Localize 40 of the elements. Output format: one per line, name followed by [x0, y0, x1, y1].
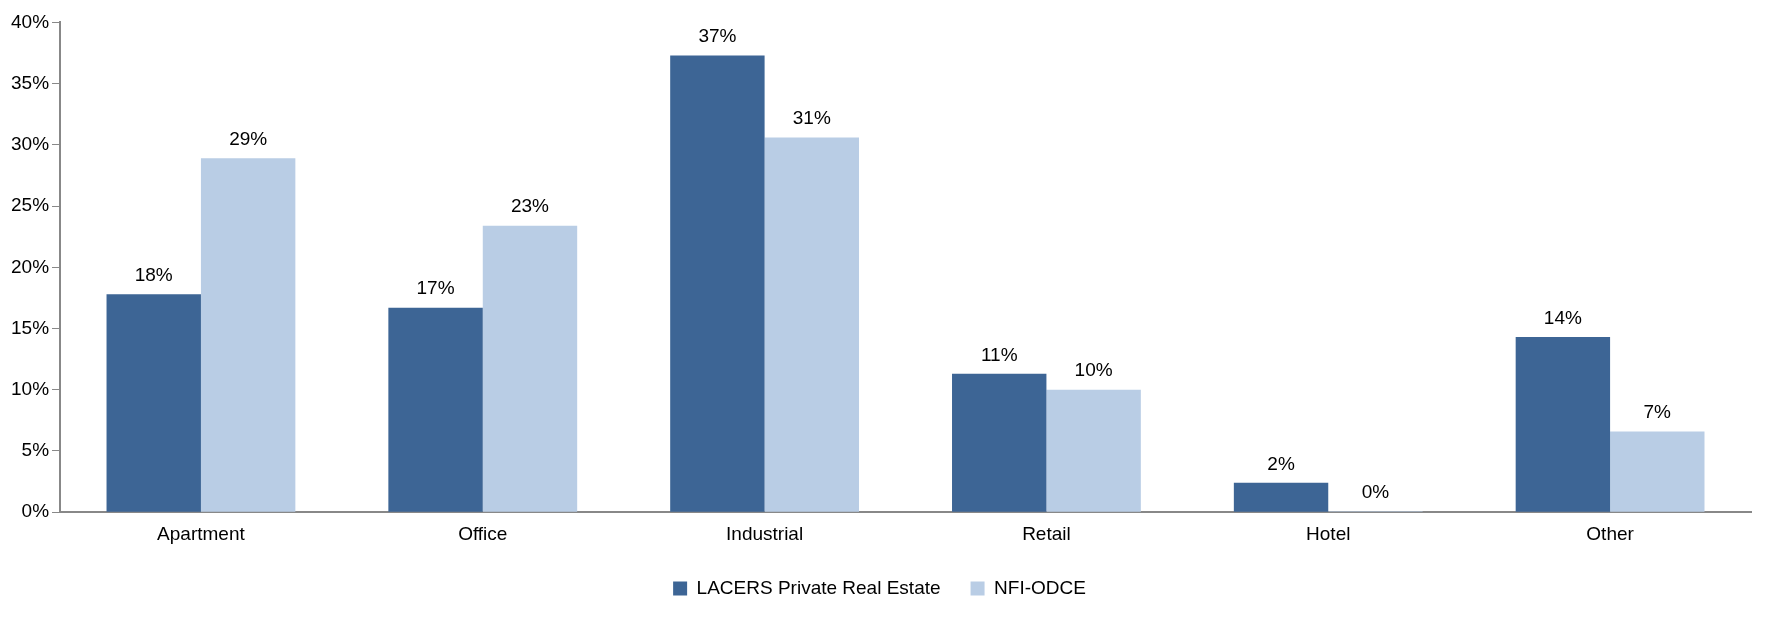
y-tick-label: 25% [11, 194, 50, 216]
bar [764, 137, 860, 512]
bar [670, 55, 765, 512]
x-tick-label: Hotel [1306, 522, 1351, 544]
data-label: 23% [510, 195, 550, 217]
y-tick-label: 40% [11, 10, 50, 32]
y-tick-label: 20% [11, 255, 50, 277]
data-label: 14% [1543, 306, 1582, 328]
y-tick-label: 5% [21, 439, 50, 461]
x-tick-label: Retail [1022, 522, 1071, 544]
y-tick-label: 15% [11, 316, 50, 338]
data-label: 0% [1361, 480, 1390, 502]
y-tick-label: 35% [11, 71, 50, 93]
data-label: 29% [229, 128, 268, 150]
data-label: 31% [792, 107, 831, 129]
bar [1610, 431, 1705, 512]
y-tick-label: 10% [11, 377, 50, 399]
y-tick-label: 30% [11, 133, 50, 155]
bar [1046, 389, 1141, 512]
bar [482, 225, 578, 512]
y-tick-label: 0% [21, 500, 50, 522]
x-tick-label: Apartment [157, 522, 246, 544]
legend-label: LACERS Private Real Estate [696, 576, 941, 598]
x-tick-label: Office [458, 522, 508, 544]
bar [388, 307, 483, 512]
bar [952, 373, 1047, 512]
bar [1233, 482, 1329, 512]
bar [1515, 337, 1611, 512]
data-label: 17% [416, 277, 455, 299]
data-label: 7% [1643, 401, 1672, 423]
data-label: 2% [1267, 452, 1295, 474]
legend-label: NFI-ODCE [994, 576, 1086, 598]
x-tick-label: Other [1586, 522, 1635, 544]
data-label: 37% [698, 25, 737, 47]
x-tick-label: Industrial [726, 522, 804, 544]
data-label: 18% [134, 263, 173, 285]
data-label: 11% [980, 343, 1018, 365]
data-label: 10% [1074, 359, 1113, 381]
bar [106, 294, 201, 512]
bar [200, 158, 296, 512]
